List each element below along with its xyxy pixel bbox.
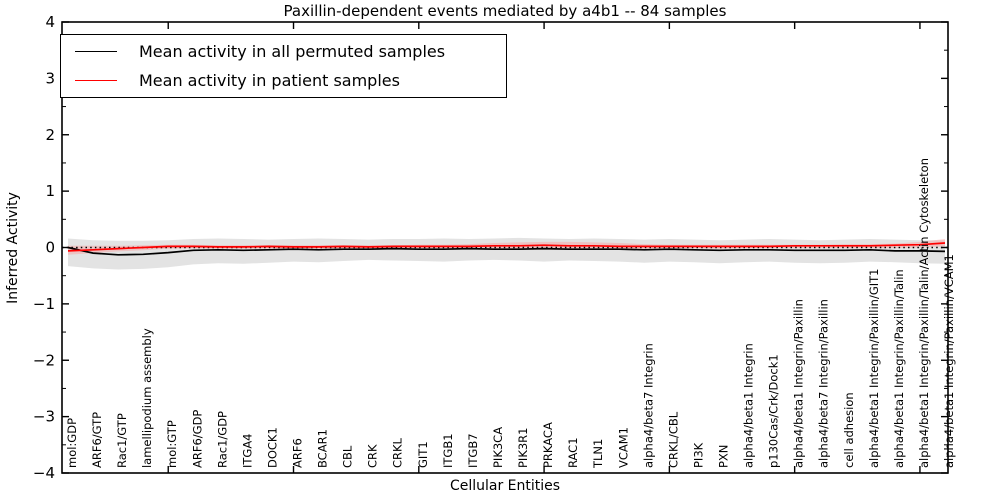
x-category-label: PIK3CA (491, 427, 505, 468)
permuted-confidence-band (68, 237, 945, 270)
y-tick-label: 3 (45, 69, 55, 87)
x-category-label: lamellipodium assembly (140, 328, 154, 468)
x-category-label: ITGA4 (240, 433, 254, 468)
x-category-label: CBL (341, 445, 355, 468)
legend-entry-permuted: Mean activity in all permuted samples (75, 38, 506, 64)
x-category-label: PIK3R1 (516, 428, 530, 469)
x-axis-label: Cellular Entities (449, 478, 561, 494)
x-category-label: RAC1 (566, 437, 580, 468)
x-category-label: alpha4/beta1 Integrin/Paxillin/Talin (892, 269, 906, 468)
x-category-label: PXN (716, 445, 730, 468)
y-tick-label: 2 (45, 126, 55, 144)
x-category-label: alpha4/beta7 Integrin (641, 343, 655, 468)
x-category-label: Rac1/GTP (115, 413, 129, 468)
x-category-label: PRKACA (541, 422, 555, 468)
y-tick-label: 4 (45, 13, 55, 31)
patient-confidence-band (68, 239, 945, 255)
x-category-label: TLN1 (591, 439, 605, 469)
x-category-label: cell adhesion (842, 392, 856, 468)
x-category-label: ARF6 (291, 438, 305, 468)
legend-label: Mean activity in all permuted samples (139, 41, 446, 61)
x-category-label: BCAR1 (316, 429, 330, 468)
y-tick-label: 1 (45, 182, 55, 200)
x-category-label: alpha4/beta1 Integrin/Paxillin (792, 299, 806, 468)
y-tick-label: −2 (33, 351, 55, 369)
x-category-label: CRKL (391, 437, 405, 468)
x-category-label: ARF6/GDP (190, 410, 204, 468)
permuted-mean-line (67, 246, 946, 256)
x-category-label: p130Cas/Crk/Dock1 (767, 354, 781, 468)
x-category-label: alpha4/beta1 Integrin (742, 343, 756, 468)
x-category-label: alpha4/beta1 Integrin/Paxillin/VCAM1 (942, 254, 956, 468)
chart-title: Paxillin-dependent events mediated by a4… (283, 2, 727, 20)
x-category-label: ITGB1 (441, 433, 455, 468)
y-tick-label: −1 (33, 295, 55, 313)
x-category-label: alpha4/beta7 Integrin/Paxillin (817, 299, 831, 468)
x-category-label: PI3K (691, 442, 705, 468)
x-category-label: ARF6/GTP (90, 412, 104, 468)
x-category-label: VCAM1 (616, 427, 630, 468)
x-category-label: CRK (366, 444, 380, 468)
y-tick-label: −3 (33, 408, 55, 426)
y-tick-label: 0 (45, 239, 55, 257)
legend-line-sample-black (75, 50, 117, 52)
x-category-label: mol:GTP (165, 420, 179, 468)
legend-label: Mean activity in patient samples (139, 71, 400, 91)
x-category-label: Rac1/GDP (215, 411, 229, 468)
y-tick-label: −4 (33, 464, 55, 482)
x-category-label: GIT1 (416, 441, 430, 468)
patient-mean-line (67, 242, 946, 252)
x-category-label: CRKL/CBL (666, 411, 680, 468)
legend-box: Mean activity in all permuted samples Me… (60, 34, 507, 98)
x-category-label: ITGB7 (466, 433, 480, 468)
legend-entry-patient: Mean activity in patient samples (75, 68, 506, 94)
x-category-label: alpha4/beta1 Integrin/Paxillin/GIT1 (867, 269, 881, 468)
x-category-label: DOCK1 (265, 427, 279, 468)
x-category-label: mol:GDP (65, 418, 79, 468)
x-category-label: alpha4/beta1 Integrin/Paxillin/Talin/Act… (917, 158, 931, 468)
legend-line-sample-red (75, 80, 117, 82)
